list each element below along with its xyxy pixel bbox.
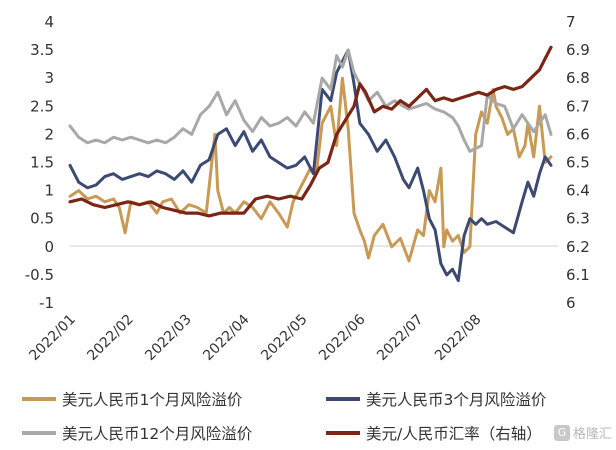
right-tick-label: 6.1 (566, 266, 590, 284)
series-line-3 (68, 45, 553, 218)
left-axis-ticks: -1 -0.5 0 0.5 1 1.5 2 2.5 3 3.5 4 (25, 13, 54, 312)
x-tick-label: 2022/02 (84, 312, 136, 364)
legend-item-3m: 美元人民币3个月风险溢价 (326, 386, 546, 412)
legend-item-12m: 美元人民币12个月风险溢价 (22, 420, 252, 446)
legend-label-12m: 美元人民币12个月风险溢价 (62, 425, 253, 443)
legend-swatch-12m (22, 431, 56, 435)
left-tick-label: 0 (44, 238, 54, 256)
watermark-logo-icon: G (553, 424, 570, 441)
legend-swatch-1m (22, 397, 56, 401)
series-line-1 (68, 48, 553, 282)
legend-item-fx: 美元/人民币汇率（右轴） (326, 420, 542, 446)
x-axis-ticks: 2022/01 2022/02 2022/03 2022/04 2022/05 2022/… (26, 311, 484, 364)
series-line-0 (68, 76, 553, 263)
x-tick-label: 2022/05 (258, 312, 310, 364)
left-tick-label: 3.5 (30, 41, 54, 59)
watermark-text: 格隆汇 (572, 427, 612, 442)
right-tick-label: 6.3 (566, 210, 590, 228)
legend-swatch-3m (326, 397, 360, 401)
series-layer (68, 45, 553, 282)
right-tick-label: 6.2 (566, 238, 590, 256)
legend-label-1m: 美元人民币1个月风险溢价 (62, 391, 243, 409)
left-tick-label: 1 (44, 182, 54, 200)
legend-swatch-fx (326, 431, 360, 435)
left-tick-label: 1.5 (30, 154, 54, 172)
right-tick-label: 6.5 (566, 154, 590, 172)
legend-label-3m: 美元人民币3个月风险溢价 (366, 391, 547, 409)
x-tick-label: 2022/08 (432, 312, 484, 364)
left-tick-label: 0.5 (30, 210, 54, 228)
left-tick-label: -0.5 (25, 266, 54, 284)
legend-label-fx: 美元/人民币汇率（右轴） (366, 425, 542, 443)
right-tick-label: 6.6 (566, 125, 590, 143)
x-tick-label: 2022/03 (142, 312, 194, 364)
right-tick-label: 6.4 (566, 182, 590, 200)
left-tick-label: 4 (44, 13, 54, 31)
right-axis-ticks: 6 6.1 6.2 6.3 6.4 6.5 6.6 6.7 6.8 6.9 7 (566, 13, 590, 312)
right-tick-label: 6 (566, 294, 576, 312)
left-tick-label: 3 (44, 69, 54, 87)
legend-item-1m: 美元人民币1个月风险溢价 (22, 386, 242, 412)
x-tick-label: 2022/01 (26, 312, 78, 364)
right-tick-label: 6.7 (566, 97, 590, 115)
series-line-2 (68, 48, 553, 153)
line-chart: -1 -0.5 0 0.5 1 1.5 2 2.5 3 3.5 4 6 6.1 6.2 6.3 6.4 6.5… (25, 13, 590, 364)
left-tick-label: 2.5 (30, 97, 54, 115)
x-tick-label: 2022/06 (316, 311, 369, 364)
watermark: G 格隆汇 (553, 423, 612, 442)
right-tick-label: 7 (566, 13, 576, 31)
right-tick-label: 6.8 (566, 69, 590, 87)
right-tick-label: 6.9 (566, 41, 590, 59)
legend: 美元人民币1个月风险溢价 美元人民币3个月风险溢价 美元人民币12个月风险溢价 … (0, 382, 616, 450)
left-tick-label: -1 (39, 294, 54, 312)
left-tick-label: 2 (44, 125, 54, 143)
x-tick-label: 2022/07 (374, 312, 426, 364)
x-tick-label: 2022/04 (200, 311, 253, 364)
